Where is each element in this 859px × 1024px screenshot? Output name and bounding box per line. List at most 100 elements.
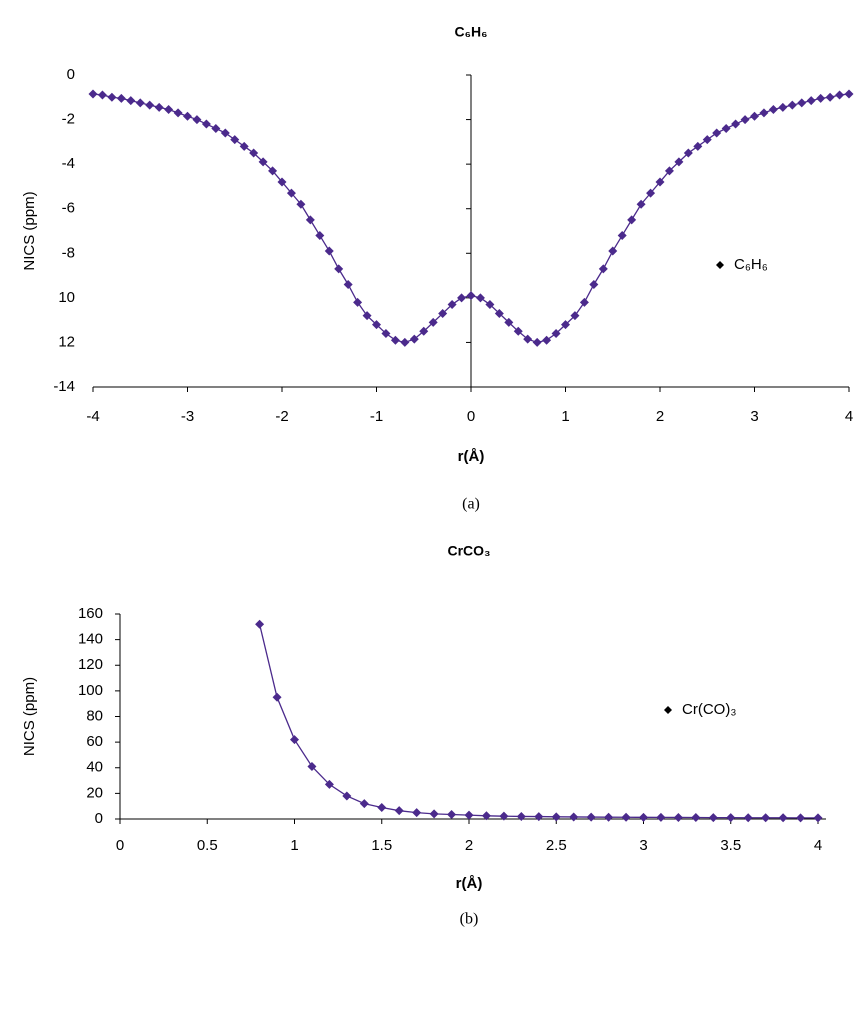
- data-point: [353, 297, 363, 307]
- data-point: [778, 813, 788, 823]
- data-point: [561, 320, 570, 330]
- data-point: [516, 811, 526, 821]
- data-point: [377, 802, 387, 812]
- data-point: [806, 96, 816, 106]
- data-point: [768, 105, 778, 115]
- x-tick-label: 3.5: [720, 837, 741, 854]
- data-point: [381, 329, 391, 339]
- data-point: [844, 89, 854, 99]
- data-point: [750, 111, 759, 121]
- data-point: [286, 188, 296, 198]
- data-point: [173, 108, 183, 118]
- data-point: [569, 812, 579, 822]
- data-point: [220, 128, 230, 138]
- data-point: [183, 111, 192, 121]
- y-tick-label: 160: [78, 605, 103, 622]
- y-tick-label: -6: [62, 200, 75, 217]
- data-point: [255, 619, 265, 629]
- data-point: [551, 329, 561, 339]
- y-tick-label: 10: [58, 289, 75, 306]
- data-point: [494, 308, 504, 318]
- data-point: [466, 291, 476, 301]
- data-point: [586, 812, 596, 822]
- data-point: [534, 812, 544, 822]
- data-point: [485, 300, 495, 310]
- x-tick-label: 1: [290, 837, 298, 854]
- y-tick-label: 100: [78, 682, 103, 699]
- x-tick-label: 3: [639, 837, 647, 854]
- data-point: [324, 246, 334, 256]
- data-point: [504, 317, 514, 327]
- data-point: [759, 108, 769, 118]
- data-point: [691, 813, 701, 823]
- data-point: [343, 279, 353, 289]
- data-point: [702, 135, 712, 145]
- x-tick-label: 0: [116, 837, 124, 854]
- y-tick-label: 80: [86, 707, 103, 724]
- y-tick-label: -8: [62, 244, 75, 261]
- data-point: [145, 100, 155, 110]
- data-point: [447, 300, 457, 310]
- data-point: [655, 177, 665, 187]
- data-point: [390, 335, 400, 345]
- data-point: [825, 92, 835, 102]
- data-point: [589, 279, 599, 289]
- data-point: [835, 90, 845, 100]
- data-point: [272, 692, 282, 702]
- data-point: [342, 791, 352, 801]
- x-tick-label: -1: [370, 408, 383, 425]
- y-tick-label: 40: [86, 759, 103, 776]
- data-point: [532, 337, 542, 347]
- data-point: [743, 813, 753, 823]
- data-point: [428, 317, 438, 327]
- data-point: [88, 89, 98, 99]
- data-point: [664, 166, 674, 176]
- y-tick-label: 0: [95, 810, 103, 827]
- data-point: [712, 128, 722, 138]
- data-point: [639, 812, 648, 822]
- data-point: [126, 96, 136, 106]
- series-line: [258, 624, 818, 819]
- data-point: [305, 215, 315, 225]
- data-point: [192, 115, 202, 125]
- data-point: [457, 293, 467, 303]
- data-point: [674, 157, 684, 167]
- data-point: [372, 320, 381, 330]
- y-tick-label: 0: [67, 66, 75, 83]
- data-point: [731, 119, 741, 129]
- data-point: [636, 199, 646, 209]
- data-point: [646, 188, 656, 198]
- data-point: [475, 293, 485, 303]
- legend-marker: [664, 706, 672, 714]
- data-point: [394, 806, 404, 816]
- data-point: [315, 230, 325, 240]
- data-point: [761, 813, 771, 823]
- data-point: [708, 813, 718, 823]
- data-point: [359, 799, 369, 809]
- data-point: [787, 100, 797, 110]
- caption: (b): [460, 911, 479, 928]
- data-point: [464, 810, 474, 820]
- data-point: [154, 102, 164, 112]
- data-point: [499, 811, 509, 821]
- data-point: [362, 311, 372, 321]
- data-point: [307, 761, 317, 771]
- data-point: [656, 812, 666, 822]
- x-tick-label: 4: [814, 837, 822, 854]
- data-point: [447, 810, 457, 820]
- data-point: [412, 808, 422, 818]
- chart-title: CrCO₃: [447, 543, 490, 559]
- data-point: [598, 264, 608, 274]
- x-tick-label: 2.5: [546, 837, 567, 854]
- y-tick-label: -4: [62, 155, 75, 172]
- x-tick-label: 2: [656, 408, 664, 425]
- data-point: [211, 123, 221, 133]
- data-point: [816, 93, 826, 103]
- data-point: [579, 297, 589, 307]
- x-tick-label: -4: [86, 408, 99, 425]
- data-point: [523, 334, 533, 344]
- data-point: [239, 141, 249, 151]
